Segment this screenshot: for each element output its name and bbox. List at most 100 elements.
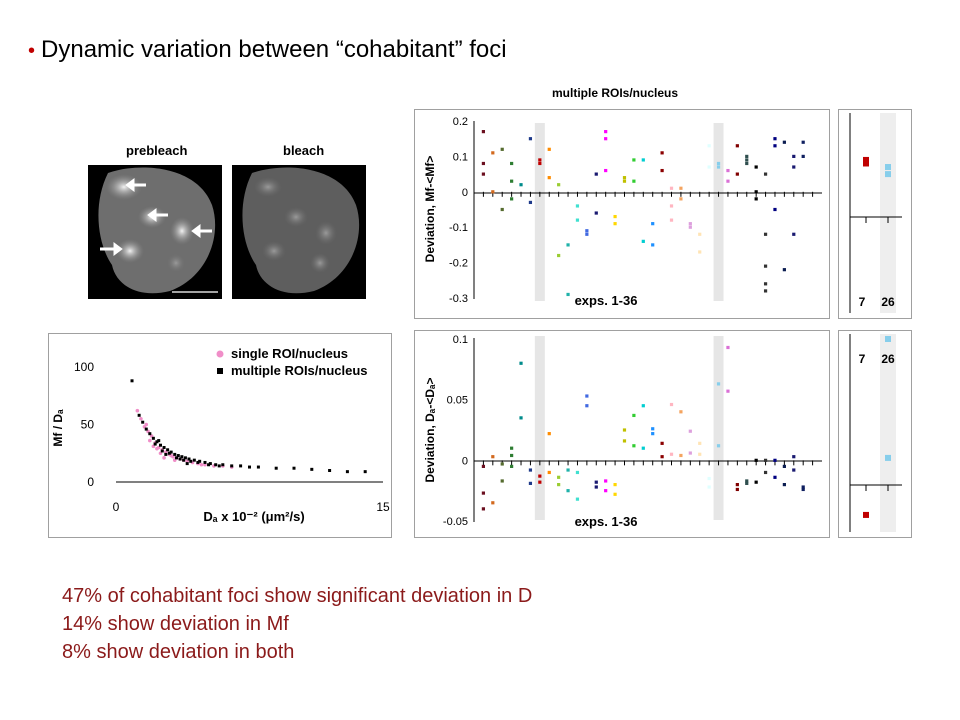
deviation-point (801, 140, 805, 144)
scatter-point-multiple (189, 459, 193, 463)
deviation-point (481, 491, 486, 495)
deviation-point (716, 444, 721, 448)
deviation-point (622, 439, 627, 443)
scatter-point-multiple (187, 457, 191, 461)
deviation-point (782, 140, 786, 144)
deviation-point (679, 453, 683, 458)
deviation-point (651, 432, 655, 436)
deviation-point (660, 151, 664, 155)
deviation-point (566, 489, 570, 493)
da-inset-label-26: 26 (881, 352, 895, 366)
scatter-point-multiple (162, 446, 166, 449)
scatter-point-multiple (230, 464, 234, 468)
scatter-point-multiple (144, 427, 148, 431)
deviation-point (519, 416, 523, 420)
deviation-point (613, 222, 617, 226)
deviation-point (660, 168, 664, 173)
scatter-point-multiple (155, 440, 159, 444)
deviation-point (481, 464, 486, 468)
scatter-point-multiple (153, 442, 157, 446)
mf-inset-band (880, 113, 896, 313)
scatter-point-multiple (157, 439, 161, 443)
mf-inset-points (863, 156, 891, 178)
scatter-point-multiple (208, 462, 212, 466)
deviation-point (632, 158, 636, 162)
deviation-point (510, 453, 514, 458)
scatter-point-multiple (185, 462, 189, 466)
deviation-point (547, 176, 551, 180)
prebleach-image (88, 165, 222, 299)
deviation-point (575, 497, 580, 501)
y-tick-label: 0.2 (453, 116, 468, 128)
deviation-point (566, 243, 570, 247)
legend-label-multiple: multiple ROIs/nucleus (231, 363, 368, 378)
deviation-point (528, 137, 533, 141)
deviation-point (754, 190, 758, 194)
deviation-point (707, 476, 711, 481)
deviation-point (792, 232, 796, 236)
deviation-point (698, 441, 702, 445)
scatter-point-single (162, 456, 166, 460)
deviation-point (575, 470, 580, 475)
deviation-point (669, 452, 674, 456)
scatter-x-label: Dₐ x 10⁻² (μm²/s) (203, 509, 304, 524)
deviation-point (726, 168, 730, 173)
y-tick-label: 0 (462, 187, 468, 199)
scatter-y-tick-label: 100 (74, 360, 94, 374)
deviation-point (698, 232, 702, 236)
deviation-point (632, 179, 636, 183)
deviation-point (613, 483, 617, 487)
scatter-point-single (148, 438, 152, 443)
deviation-point (622, 428, 627, 432)
title-bullet: • (28, 40, 36, 62)
scatter-point-multiple (239, 464, 243, 468)
scatter-point-multiple (203, 460, 207, 464)
mf-y-label: Deviation, Mf-<Mf> (423, 156, 437, 263)
deviation-point (604, 130, 608, 134)
deviation-point (491, 151, 495, 155)
bleach-image (232, 165, 366, 299)
y-tick-label: 0.05 (447, 395, 468, 407)
deviation-point (763, 264, 768, 268)
deviation-point (604, 479, 608, 483)
deviation-point (688, 222, 692, 226)
scatter-point-multiple (221, 463, 225, 467)
deviation-point (557, 475, 561, 479)
deviation-point (669, 402, 674, 407)
deviation-point (547, 147, 551, 151)
summary-line-3: 8% show deviation in both (62, 641, 295, 663)
deviation-point (782, 464, 786, 468)
deviation-point (613, 214, 617, 219)
deviation-point (566, 468, 570, 472)
deviation-point (660, 441, 664, 445)
deviation-point (745, 481, 749, 485)
deviation-point (510, 161, 514, 166)
deviation-point (557, 483, 561, 487)
deviation-point (688, 451, 692, 455)
scatter-point-multiple (130, 379, 134, 383)
deviation-point (547, 470, 551, 475)
scatter-point-single (144, 422, 149, 427)
deviation-point (688, 225, 692, 229)
deviation-point (688, 429, 692, 433)
deviation-point (735, 172, 739, 176)
deviation-point (510, 179, 514, 183)
inset-point (863, 160, 869, 167)
deviation-point (566, 292, 570, 297)
deviation-point (735, 487, 739, 492)
da-inset-label-7: 7 (859, 352, 866, 366)
deviation-point (735, 144, 739, 148)
deviation-point (763, 289, 768, 293)
slide-title: • Dynamic variation between “cohabitant” … (28, 36, 507, 64)
deviation-point (792, 154, 796, 158)
deviation-point (510, 197, 514, 201)
deviation-point (726, 179, 730, 183)
deviation-point (547, 432, 551, 436)
scatter-point-multiple (137, 413, 141, 417)
deviation-point (538, 480, 542, 484)
scatter-point-multiple (248, 465, 251, 469)
scatter-point-multiple (274, 466, 278, 470)
scatter-point-multiple (164, 452, 168, 456)
inset-point (885, 164, 891, 171)
deviation-point (538, 161, 542, 166)
